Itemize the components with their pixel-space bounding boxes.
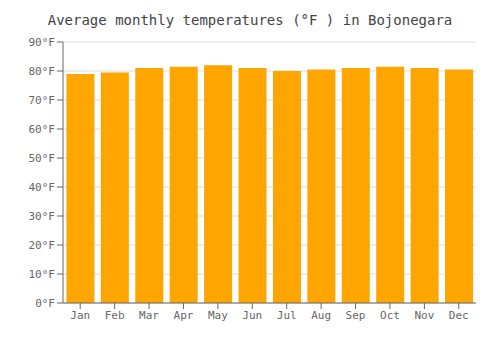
svg-text:Nov: Nov [414,309,434,322]
svg-text:0°F: 0°F [35,297,55,310]
svg-text:90°F: 90°F [29,36,56,49]
svg-text:20°F: 20°F [29,239,56,252]
svg-text:10°F: 10°F [29,268,56,281]
svg-text:Mar: Mar [139,309,159,322]
svg-text:May: May [208,309,228,322]
svg-text:Oct: Oct [380,309,400,322]
svg-text:Aug: Aug [311,309,331,322]
svg-text:Jul: Jul [277,309,297,322]
svg-text:30°F: 30°F [29,210,56,223]
svg-text:Sep: Sep [346,309,366,322]
svg-text:60°F: 60°F [29,123,56,136]
svg-text:40°F: 40°F [29,181,56,194]
svg-text:50°F: 50°F [29,152,56,165]
svg-text:Dec: Dec [449,309,469,322]
svg-text:70°F: 70°F [29,94,56,107]
svg-text:Jun: Jun [242,309,262,322]
svg-text:80°F: 80°F [29,65,56,78]
svg-text:Apr: Apr [174,309,194,322]
html-text:Average monthly temperatures (: Average monthly temperatures (°F ) in Bo… [47,12,453,28]
svg-text:Feb: Feb [105,309,125,322]
svg-text:Jan: Jan [70,309,90,322]
